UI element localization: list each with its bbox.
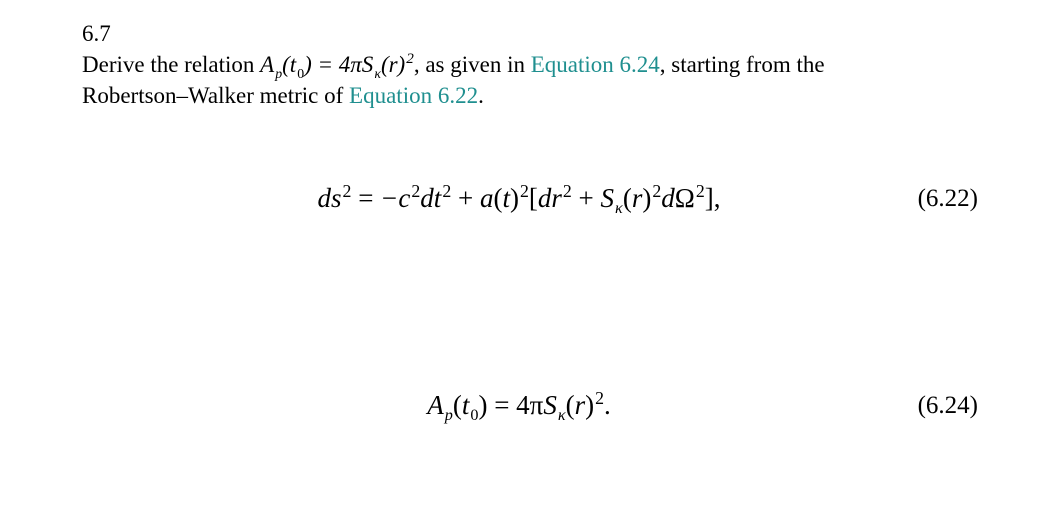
equation-label-622: (6.22) bbox=[918, 185, 978, 213]
equation-body-622: ds2 = −c2dt2 + a(t)2[dr2 + Sκ(r)2dΩ2], bbox=[318, 185, 721, 212]
equation-row-622: ds2 = −c2dt2 + a(t)2[dr2 + Sκ(r)2dΩ2], (… bbox=[0, 185, 1038, 212]
problem-text: Derive the relation Ap(t0) = 4πSκ(r)2, a… bbox=[82, 49, 922, 111]
text-frag-2: , as given in bbox=[414, 52, 531, 77]
page: 6.7 Derive the relation Ap(t0) = 4πSκ(r)… bbox=[0, 0, 1038, 517]
equation-center-624: Ap(t0) = 4πSκ(r)2. bbox=[0, 392, 1038, 419]
equation-row-624: Ap(t0) = 4πSκ(r)2. (6.24) bbox=[0, 392, 1038, 419]
eq-link-624[interactable]: Equation 6.24 bbox=[531, 52, 660, 77]
eq-link-622[interactable]: Equation 6.22 bbox=[349, 83, 478, 108]
equation-center-622: ds2 = −c2dt2 + a(t)2[dr2 + Sκ(r)2dΩ2], bbox=[0, 185, 1038, 212]
equation-label-624: (6.24) bbox=[918, 392, 978, 420]
text-frag-4: . bbox=[478, 83, 484, 108]
text-frag-1: Derive the relation bbox=[82, 52, 260, 77]
equation-body-624: Ap(t0) = 4πSκ(r)2. bbox=[427, 392, 611, 419]
inline-equation-Ap: Ap(t0) = 4πSκ(r)2 bbox=[260, 53, 414, 76]
problem-block: 6.7 Derive the relation Ap(t0) = 4πSκ(r)… bbox=[82, 18, 982, 111]
problem-number: 6.7 bbox=[82, 18, 140, 49]
